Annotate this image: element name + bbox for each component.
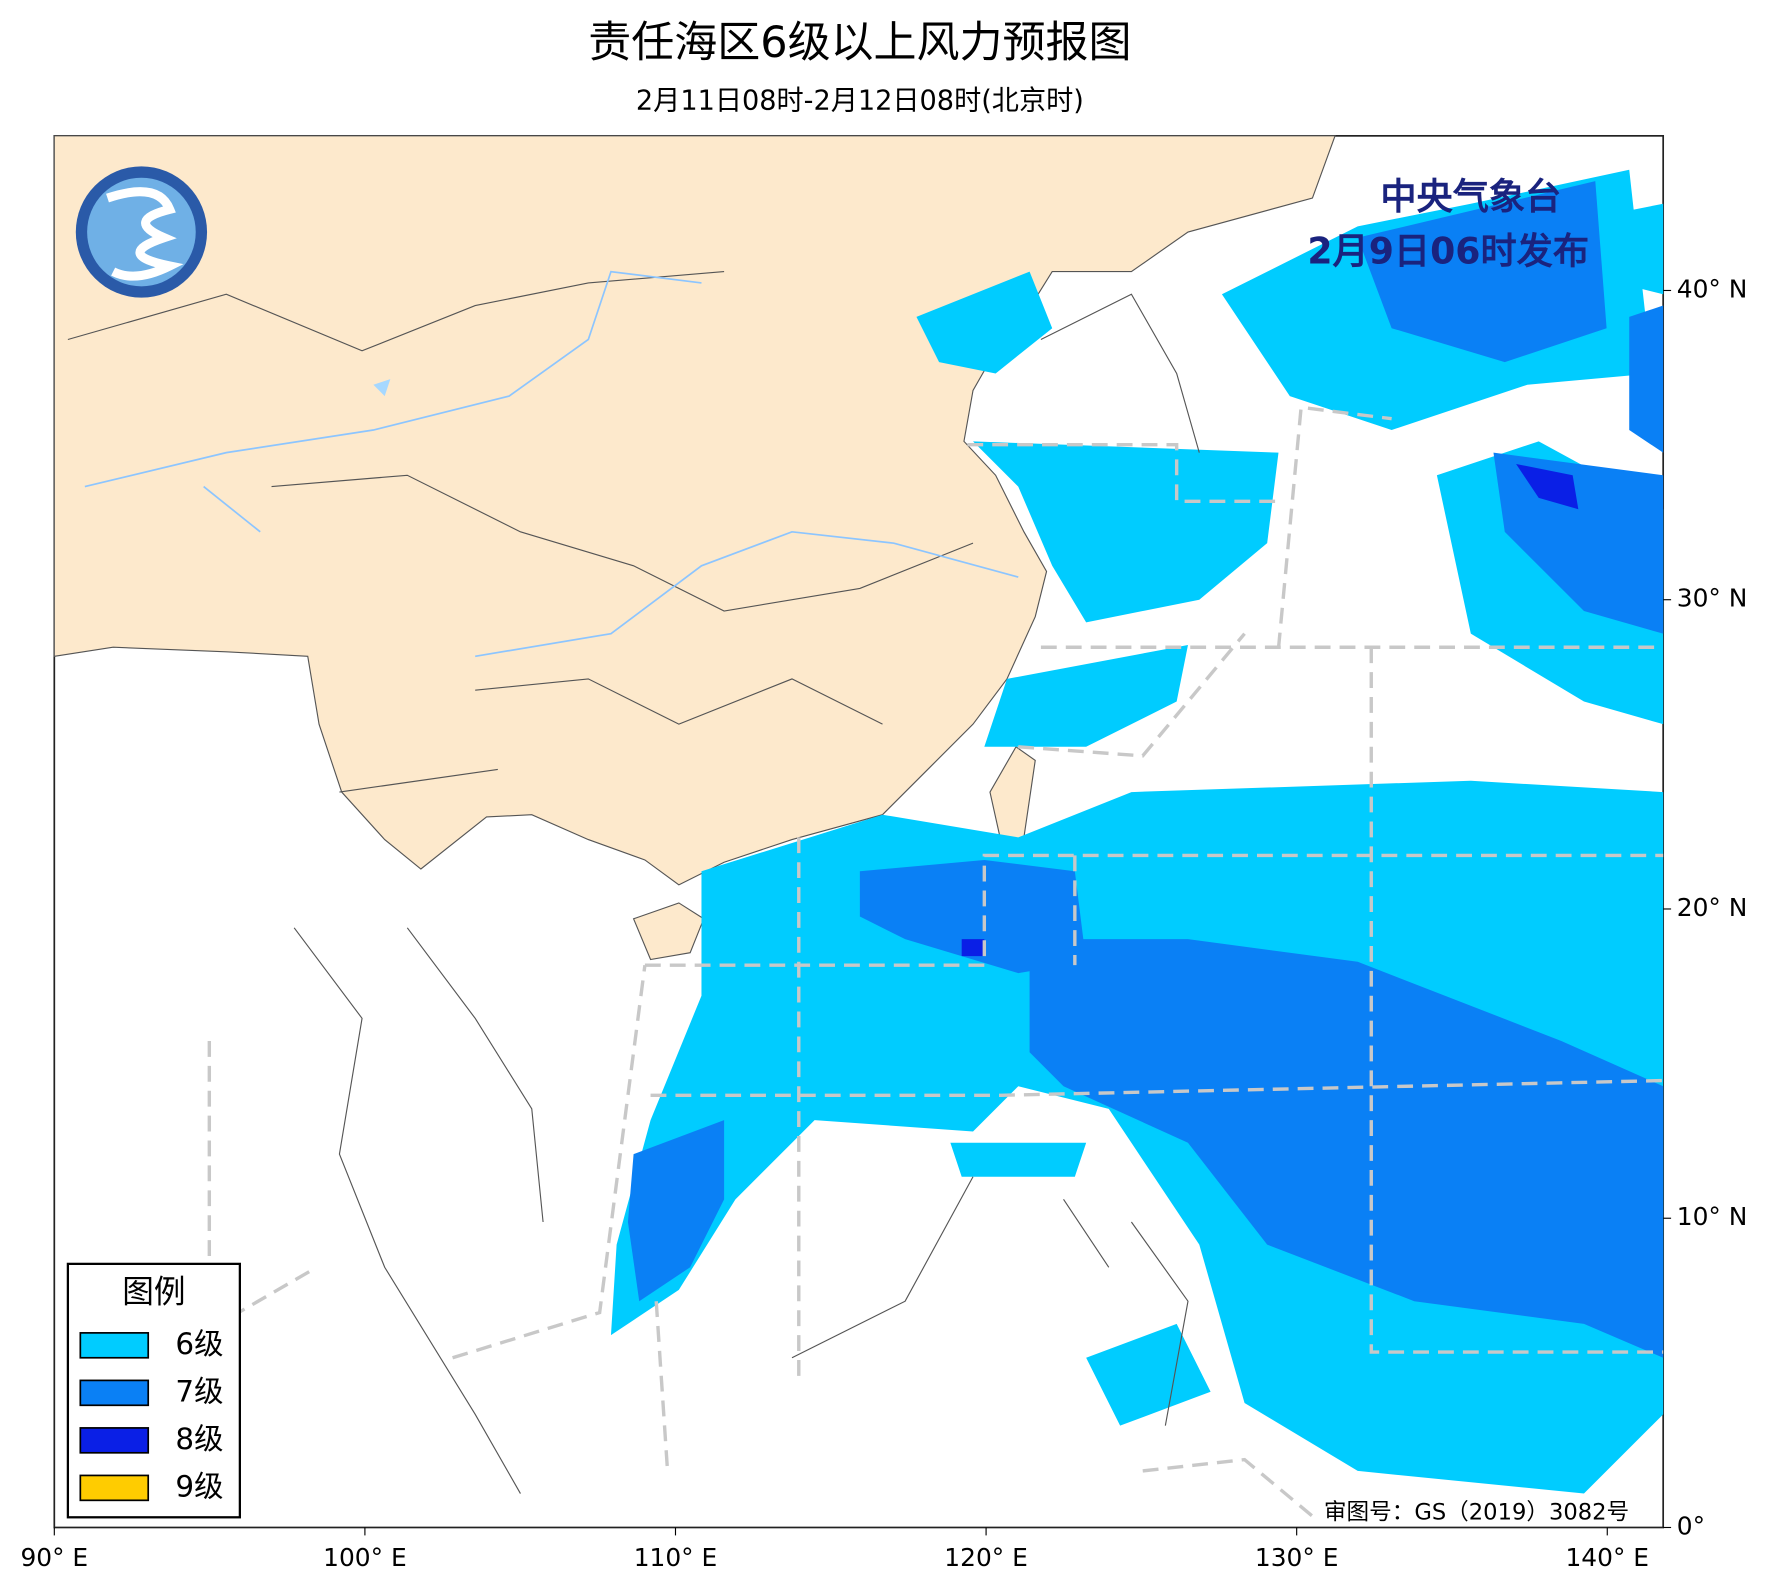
y-tick-label: 10° N: [1677, 1202, 1748, 1231]
issuer-time: 2月9日06时发布: [1307, 230, 1589, 273]
legend-title: 图例: [122, 1274, 185, 1310]
y-tick-label: 0°: [1677, 1511, 1705, 1540]
x-tick-label: 90° E: [20, 1543, 88, 1572]
y-tick-label: 20° N: [1677, 893, 1748, 922]
approval-number: 审图号：GS（2019）3082号: [1324, 1499, 1629, 1525]
logo: [75, 166, 208, 298]
rivers: [84, 270, 1019, 658]
borders: [67, 270, 1200, 1494]
y-tick-label: 30° N: [1677, 584, 1748, 613]
map-area: 中央气象台 2月9日06时发布 图例 6级 7级 8级 9级 审图号：GS（2019）…: [53, 134, 1665, 1529]
legend-swatch: [79, 1332, 150, 1359]
x-tick-label: 140° E: [1565, 1543, 1649, 1572]
legend-label: 7级: [175, 1374, 223, 1408]
legend-label: 6级: [175, 1327, 223, 1361]
title: 责任海区6级以上风力预报图: [588, 18, 1131, 68]
subtitle: 2月11日08时-2月12日08时(北京时): [636, 85, 1084, 116]
hainan: [632, 902, 705, 961]
issuer-name: 中央气象台: [1380, 175, 1561, 218]
legend-swatch: [79, 1474, 150, 1502]
x-tick-label: 120° E: [944, 1543, 1028, 1572]
legend: 图例 6级 7级 8级 9级: [66, 1262, 241, 1519]
zone-lines: [207, 405, 1664, 1518]
x-tick-label: 100° E: [323, 1543, 407, 1572]
legend-label: 8级: [175, 1422, 223, 1456]
legend-label: 9级: [175, 1469, 223, 1503]
legend-swatch: [79, 1379, 150, 1407]
wind-7: [627, 181, 1664, 1358]
x-tick-label: 130° E: [1255, 1543, 1339, 1572]
y-tick-label: 40° N: [1677, 274, 1748, 303]
x-tick-label: 110° E: [634, 1543, 718, 1572]
lake: [373, 379, 391, 397]
legend-swatch: [79, 1427, 150, 1454]
